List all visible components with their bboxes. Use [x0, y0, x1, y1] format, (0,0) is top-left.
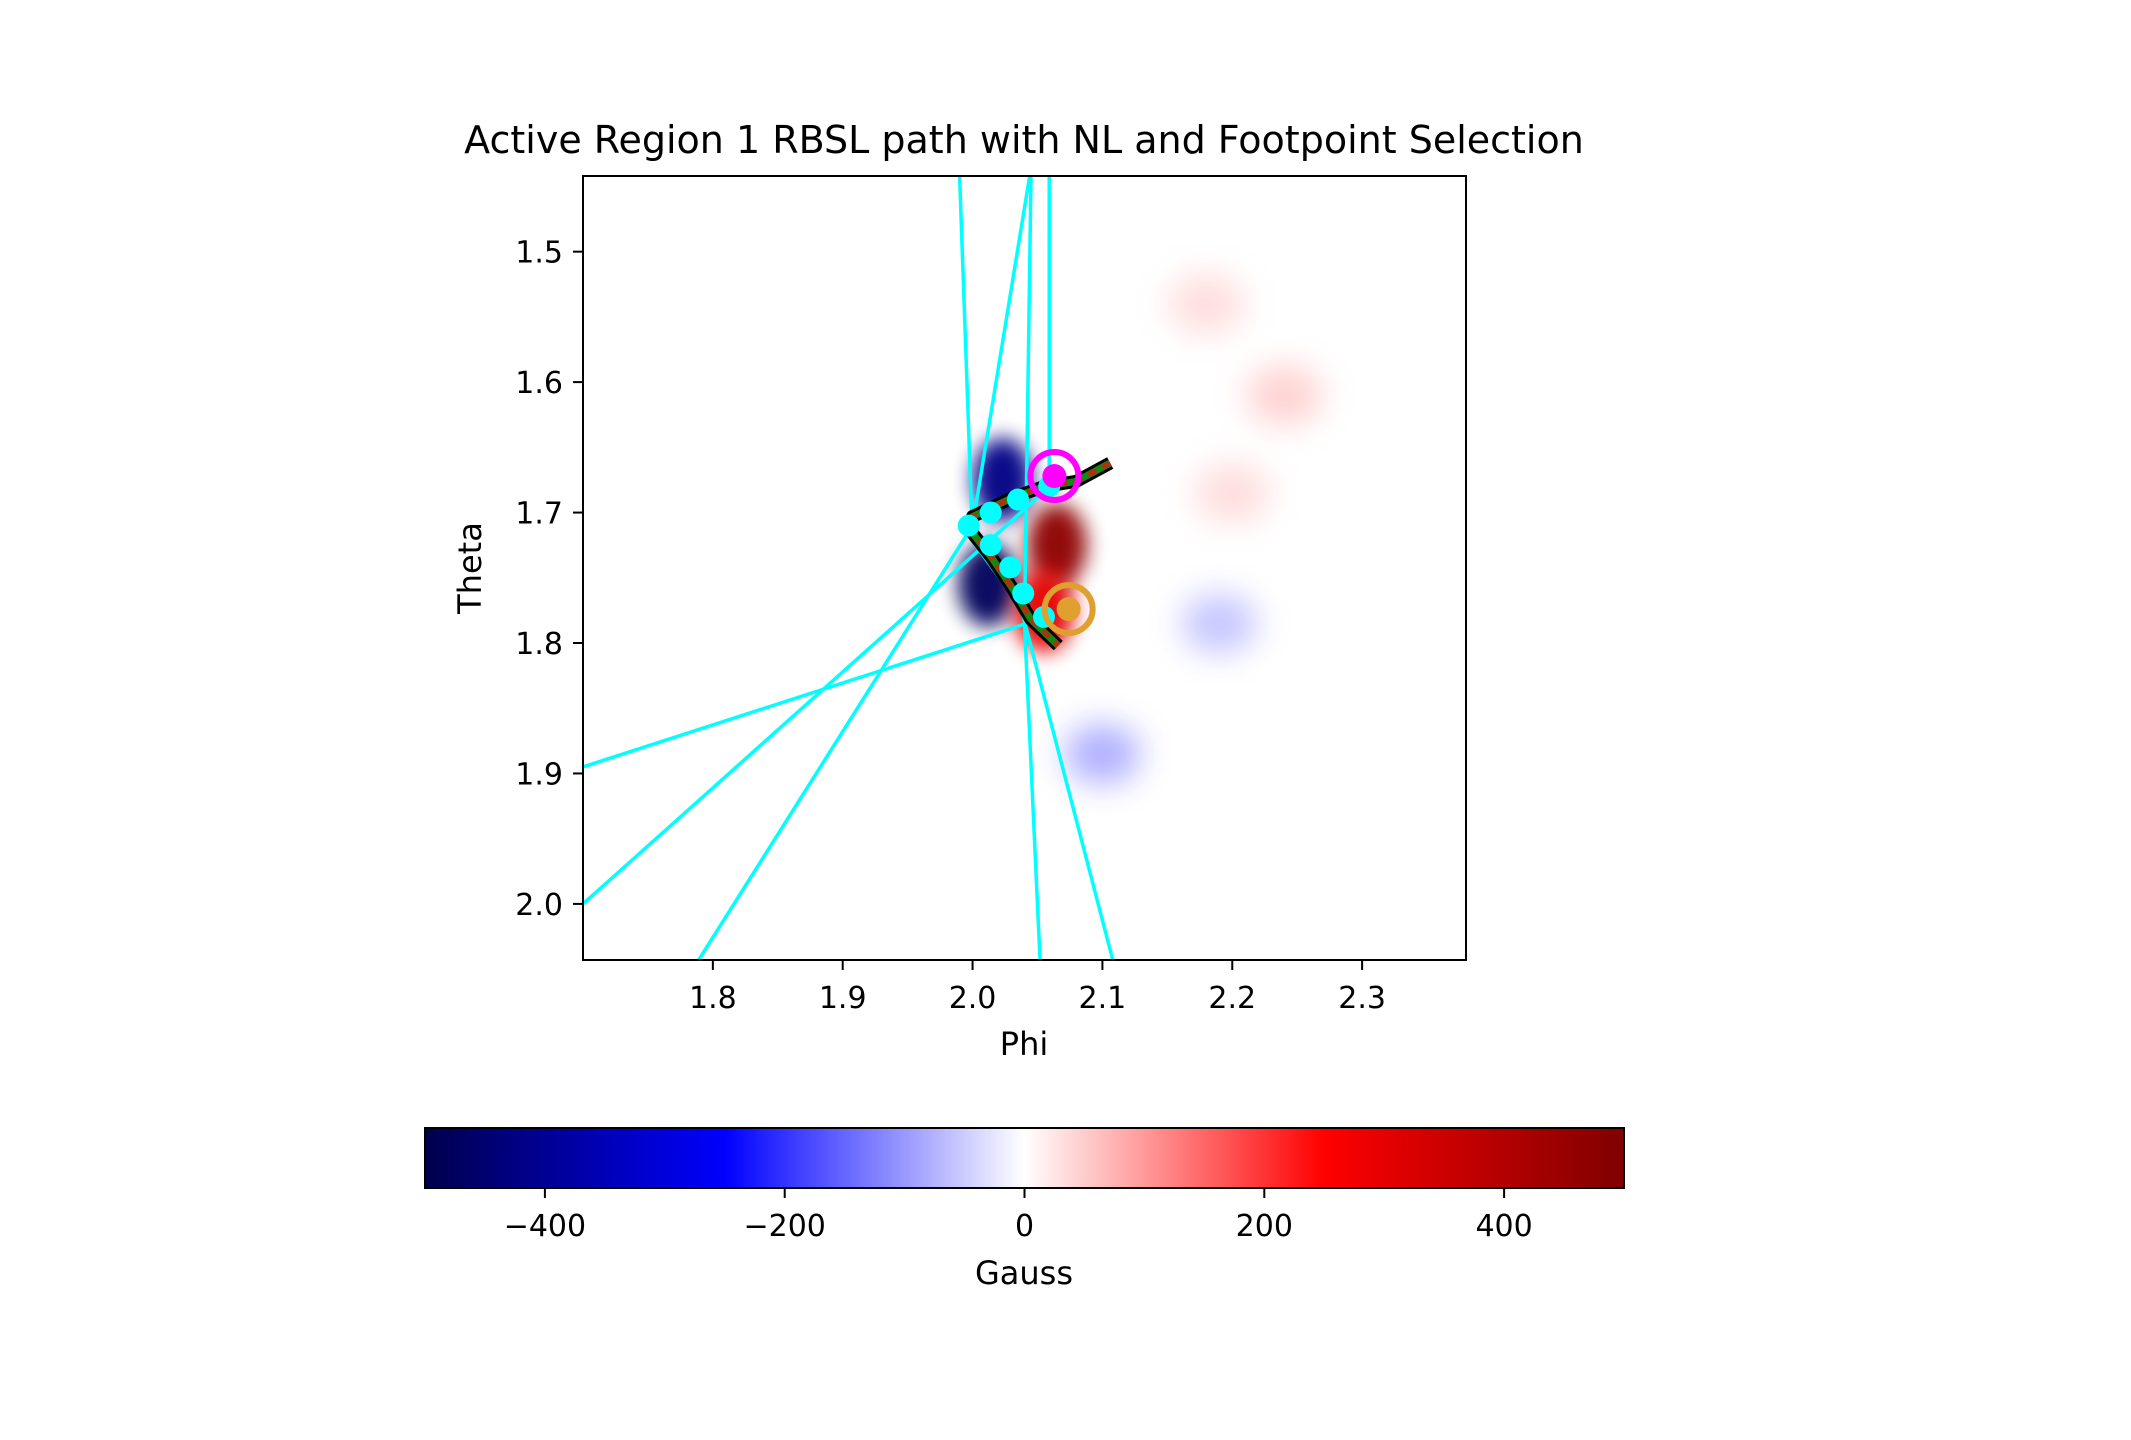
footpoint-marker: [1042, 464, 1067, 489]
selected-point: [957, 514, 980, 537]
x-axis-label: Phi: [1000, 1025, 1048, 1063]
selected-point: [1007, 488, 1030, 511]
x-axis: 1.8 1.9 2.0 2.1 2.2 2.3: [689, 960, 1386, 1016]
colorbar-ticks: −400 −200 0 200 400: [504, 1188, 1533, 1244]
selected-point: [999, 556, 1022, 579]
plot-area: [582, 175, 1467, 961]
selected-point: [1012, 582, 1035, 605]
field-line: [583, 176, 1051, 906]
x-tick-label: 2.1: [1079, 981, 1127, 1016]
colorbar-tick-label: −200: [743, 1209, 825, 1244]
colorbar-gradient: [424, 1127, 1625, 1189]
footpoint-marker: [1056, 597, 1081, 622]
x-tick-label: 2.2: [1208, 981, 1256, 1016]
x-tick-label: 2.3: [1338, 981, 1386, 1016]
field-blob: [1181, 593, 1258, 654]
plot-frame: [582, 175, 1467, 961]
y-axis: 1.5 1.6 1.7 1.8 1.9 2.0: [515, 236, 583, 923]
y-tick-label: 1.6: [515, 366, 563, 401]
footpoint-ring: [1027, 449, 1082, 504]
field-blob: [1194, 462, 1271, 523]
colorbar: −400 −200 0 200 400 Gauss: [424, 1127, 1625, 1292]
colorbar-tick-label: 200: [1236, 1209, 1293, 1244]
y-tick-label: 1.7: [515, 497, 563, 532]
selected-point: [979, 534, 1002, 557]
field-blob: [1168, 273, 1245, 334]
y-tick-label: 2.0: [515, 888, 563, 923]
field-blob: [1246, 365, 1323, 426]
y-tick-label: 1.8: [515, 627, 563, 662]
x-tick-label: 1.9: [819, 981, 867, 1016]
footpoint-ring: [1041, 582, 1096, 637]
overlay-layer: [583, 176, 1115, 960]
selected-point: [979, 501, 1002, 524]
y-tick-label: 1.9: [515, 757, 563, 792]
colorbar-tick-label: 0: [1015, 1209, 1034, 1244]
colorbar-tick-label: 400: [1475, 1209, 1532, 1244]
colorbar-tick-label: −400: [504, 1209, 586, 1244]
field-blob: [1064, 723, 1141, 784]
x-tick-label: 1.8: [689, 981, 737, 1016]
y-axis-label: Theta: [451, 522, 489, 615]
colorbar-label: Gauss: [975, 1254, 1073, 1292]
field-blob: [1026, 503, 1087, 588]
y-tick-label: 1.5: [515, 236, 563, 271]
chart-title: Active Region 1 RBSL path with NL and Fo…: [464, 118, 1584, 162]
x-tick-label: 2.0: [949, 981, 997, 1016]
